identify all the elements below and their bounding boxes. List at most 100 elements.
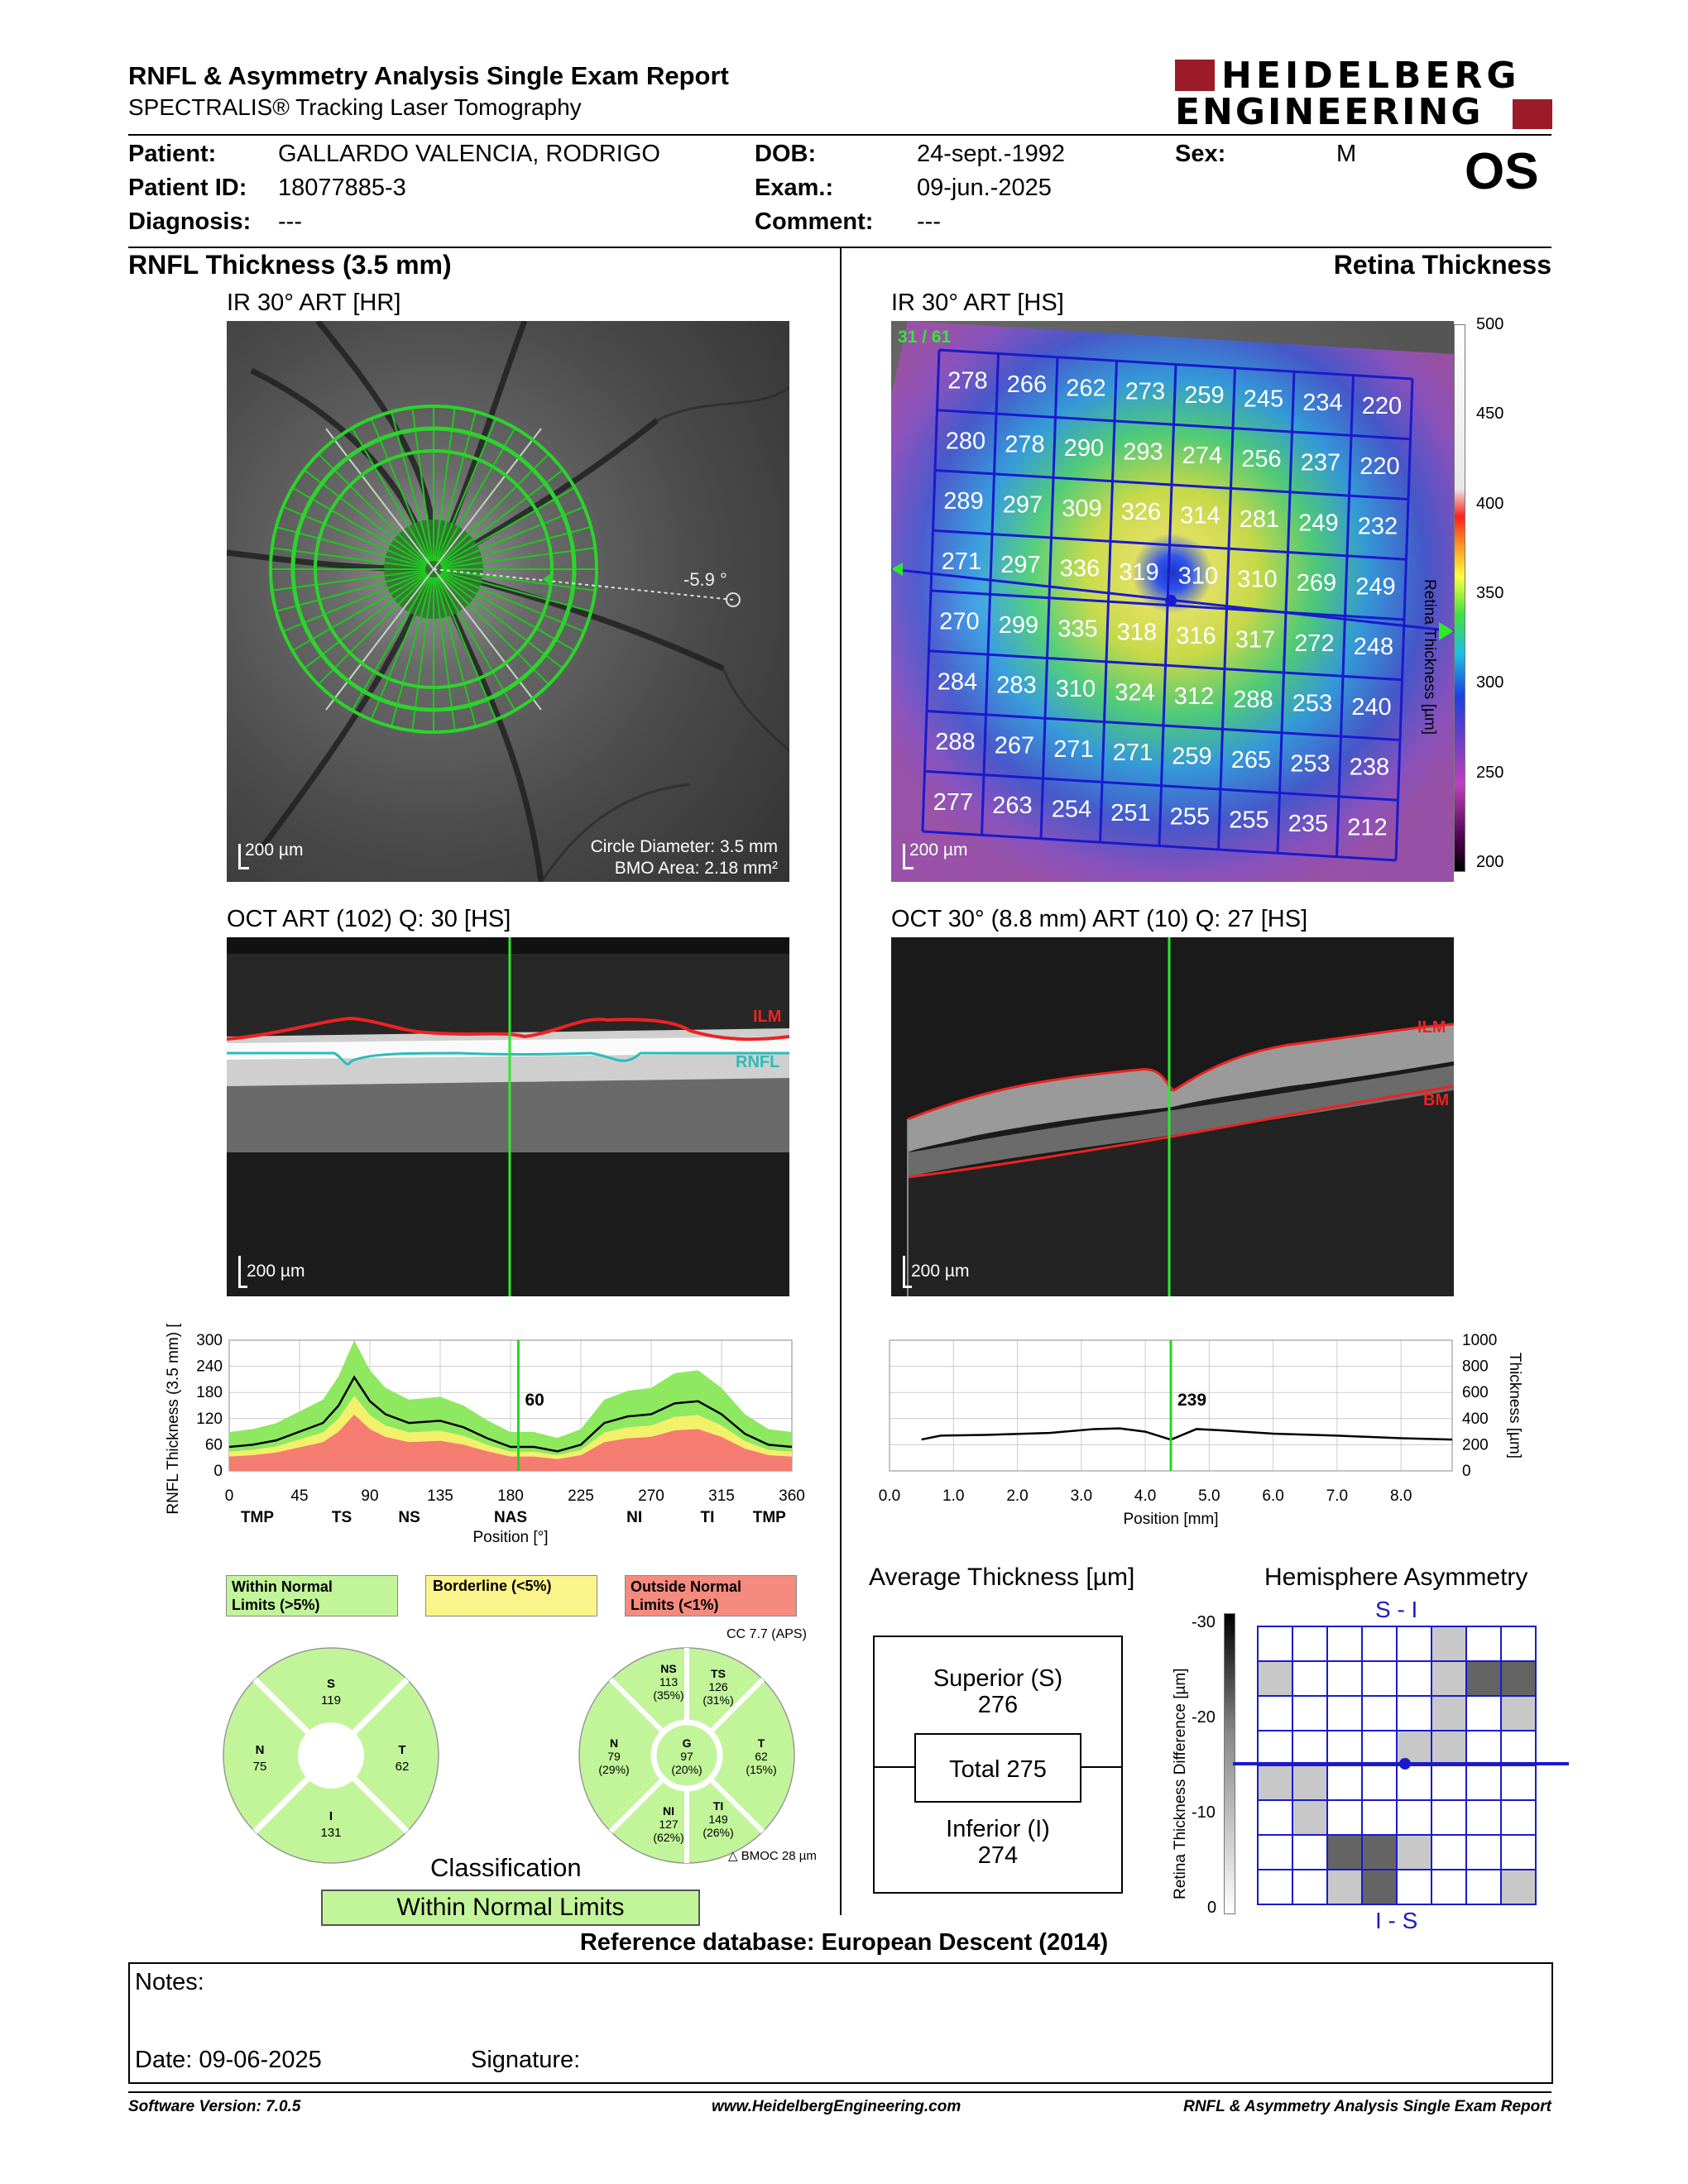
sex-value: M — [1336, 141, 1357, 167]
sector4-t-value: 62 — [396, 1760, 410, 1774]
retina-grid-cell: 212 — [1347, 814, 1387, 841]
patient-name: GALLARDO VALENCIA, RODRIGO — [278, 141, 660, 167]
y-axis-title: RNFL Thickness (3.5 mm) [µm] — [165, 1324, 182, 1515]
oct-left-scale: 200 µm — [247, 1262, 305, 1281]
total-value: Total 275 — [949, 1756, 1047, 1783]
asym-cell — [1500, 1695, 1537, 1731]
retina-grid-cell: 254 — [1052, 797, 1091, 823]
x-axis-title: Position [mm] — [1123, 1511, 1218, 1528]
x-tick-label: 180 — [497, 1487, 524, 1505]
asym-cell — [1465, 1834, 1502, 1870]
asym-cell — [1326, 1765, 1363, 1801]
marker-value-label: 239 — [1177, 1391, 1206, 1410]
oct-right-ilm-label: ILM — [1417, 1018, 1446, 1037]
retina-grid-cell: 248 — [1354, 634, 1393, 660]
retina-grid-cell: 281 — [1240, 506, 1279, 533]
retina-grid-cell: 259 — [1184, 382, 1224, 409]
retina-grid-cell: 273 — [1125, 379, 1165, 405]
retina-grid-cell: 280 — [946, 428, 985, 454]
normative-band — [229, 1415, 792, 1471]
footer-website[interactable]: www.HeidelbergEngineering.com — [712, 2098, 961, 2115]
dob-value: 24-sept.-1992 — [917, 141, 1065, 167]
asym-bottom-label: I - S — [1375, 1908, 1418, 1933]
x-tick-label: 0.0 — [879, 1487, 900, 1505]
footer-software: Software Version: 7.0.5 — [128, 2098, 301, 2115]
asym-title: Hemisphere Asymmetry — [1264, 1564, 1528, 1591]
x-tick-label: 0 — [225, 1487, 234, 1505]
x-tick-label: 135 — [427, 1487, 453, 1505]
retina-grid-cell: 266 — [1007, 371, 1047, 398]
asym-cell — [1326, 1730, 1363, 1766]
asym-cell — [1257, 1799, 1293, 1836]
sector4-n-value: 75 — [253, 1760, 267, 1774]
asym-cell — [1431, 1765, 1467, 1801]
colorbar-tick: 450 — [1476, 405, 1504, 424]
retina-grid-cell: 316 — [1176, 623, 1216, 649]
retina-grid-cell: 289 — [943, 488, 983, 515]
y-tick-label: 1000 — [1462, 1332, 1497, 1349]
ir-left-overlay — [227, 321, 789, 882]
sector4-i-value: 131 — [320, 1826, 341, 1840]
notes-box[interactable]: Notes: Date: 09-06-2025 Signature: — [128, 1962, 1553, 2084]
inferior-label: Inferior (I) — [946, 1816, 1050, 1842]
eye-indicator: OS — [1465, 143, 1539, 200]
retina-grid-cell: 238 — [1350, 754, 1389, 781]
y-tick-label: 600 — [1462, 1384, 1489, 1401]
asym-cell — [1465, 1660, 1502, 1697]
colorbar-tick: 400 — [1476, 494, 1504, 513]
asym-cell — [1292, 1834, 1328, 1870]
sector6-g-pct: (20%) — [671, 1763, 702, 1776]
retina-grid-cell: 263 — [992, 793, 1032, 819]
retina-grid-cell: 324 — [1115, 679, 1154, 706]
retina-grid-cell: 249 — [1355, 573, 1395, 600]
svg-text:T: T — [398, 1743, 405, 1757]
asym-cell — [1292, 1799, 1328, 1836]
sector-axis-label: TMP — [753, 1509, 786, 1526]
cc-label: CC 7.7 (APS) — [727, 1627, 807, 1641]
asym-cell — [1292, 1869, 1328, 1905]
svg-text:T: T — [758, 1736, 765, 1750]
retina-grid-cell: 293 — [1123, 438, 1163, 465]
comment-value: --- — [917, 208, 941, 235]
retina-grid-cell: 255 — [1229, 807, 1268, 834]
x-tick-label: 4.0 — [1134, 1487, 1156, 1505]
retina-thickness-profile-chart: 0 200 400 600 800 1000 0.0 1.0 2.0 3.0 4.0 5.0 6.0 7.… — [879, 1332, 1523, 1528]
retina-grid-cell: 297 — [1000, 552, 1040, 578]
retina-grid-cell: 270 — [939, 609, 979, 635]
series-line — [921, 1427, 1453, 1441]
superior-value: 276 — [978, 1692, 1018, 1718]
retina-grid-cell: 288 — [1233, 687, 1273, 713]
retina-grid-cell: 314 — [1180, 503, 1220, 529]
retina-grid-cell: 271 — [942, 548, 981, 575]
retina-grid-cell: 255 — [1170, 803, 1210, 830]
svg-text:TS: TS — [711, 1667, 726, 1680]
sector6-ni-pct: (62%) — [653, 1831, 683, 1844]
retina-grid-cell: 249 — [1298, 510, 1338, 536]
logo-line2: ENGINEERING — [1175, 91, 1484, 133]
asym-cell — [1361, 1660, 1398, 1697]
sector6-t-value: 62 — [755, 1750, 768, 1763]
retina-grid-cell: 240 — [1351, 694, 1391, 721]
x-tick-label: 270 — [638, 1487, 664, 1505]
retina-grid-cell: 271 — [1113, 740, 1153, 766]
retina-grid-cell: 297 — [1003, 491, 1043, 518]
svg-text:NI: NI — [663, 1804, 674, 1818]
sector4-s-value: 119 — [321, 1693, 341, 1707]
sector-axis-label: NAS — [494, 1509, 527, 1526]
asym-cell — [1257, 1834, 1293, 1870]
retina-grid-cell: 259 — [1172, 744, 1211, 770]
asym-cell — [1326, 1695, 1363, 1731]
sector6-ni-value: 127 — [659, 1818, 679, 1831]
retina-grid-cell: 318 — [1117, 620, 1157, 646]
sector6-ti-pct: (26%) — [703, 1826, 733, 1839]
sector6-ns-pct: (35%) — [653, 1688, 683, 1702]
asym-cell — [1431, 1660, 1467, 1697]
classification-value: Within Normal Limits — [396, 1894, 625, 1921]
retina-grid-cell: 234 — [1302, 390, 1342, 416]
sector6-n-pct: (29%) — [598, 1763, 629, 1776]
retina-grid-cell: 237 — [1301, 450, 1340, 477]
sector-axis-label: NI — [626, 1509, 642, 1526]
asym-tick: -30 — [1192, 1613, 1216, 1631]
ir-left-title: IR 30° ART [HR] — [227, 290, 401, 316]
diagnosis-value: --- — [278, 208, 302, 235]
